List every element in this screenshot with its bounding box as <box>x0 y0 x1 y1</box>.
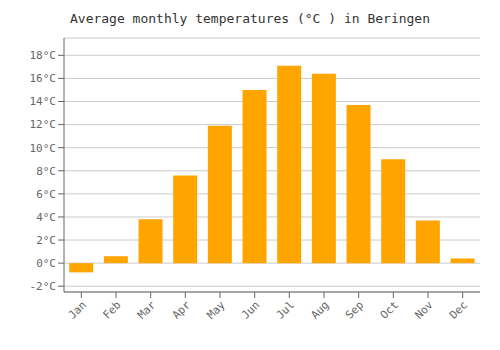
html-text:Average monthly temperatures (: Average monthly temperatures (°C ) in Be… <box>70 11 430 26</box>
svg-text:Jan: Jan <box>66 298 89 321</box>
svg-text:10°C: 10°C <box>30 142 57 155</box>
svg-text:16°C: 16°C <box>30 72 57 85</box>
svg-text:Oct: Oct <box>378 298 401 321</box>
svg-text:12°C: 12°C <box>30 118 57 131</box>
svg-text:6°C: 6°C <box>36 188 56 201</box>
svg-text:Jun: Jun <box>239 298 262 321</box>
svg-text:4°C: 4°C <box>36 211 56 224</box>
svg-text:Sep: Sep <box>343 298 366 321</box>
svg-text:May: May <box>204 298 228 322</box>
svg-text:-2°C: -2°C <box>30 280 57 293</box>
svg-text:Dec: Dec <box>447 298 470 321</box>
svg-text:18°C: 18°C <box>30 49 57 62</box>
svg-text:Mar: Mar <box>135 298 159 322</box>
svg-text:14°C: 14°C <box>30 95 57 108</box>
svg-text:Feb: Feb <box>100 298 123 321</box>
svg-text:Apr: Apr <box>170 298 194 322</box>
svg-text:Nov: Nov <box>412 298 436 322</box>
svg-text:8°C: 8°C <box>36 165 56 178</box>
svg-text:Aug: Aug <box>308 298 331 321</box>
svg-text:Jul: Jul <box>274 298 297 321</box>
svg-text:0°C: 0°C <box>36 257 56 270</box>
svg-text:2°C: 2°C <box>36 234 56 247</box>
